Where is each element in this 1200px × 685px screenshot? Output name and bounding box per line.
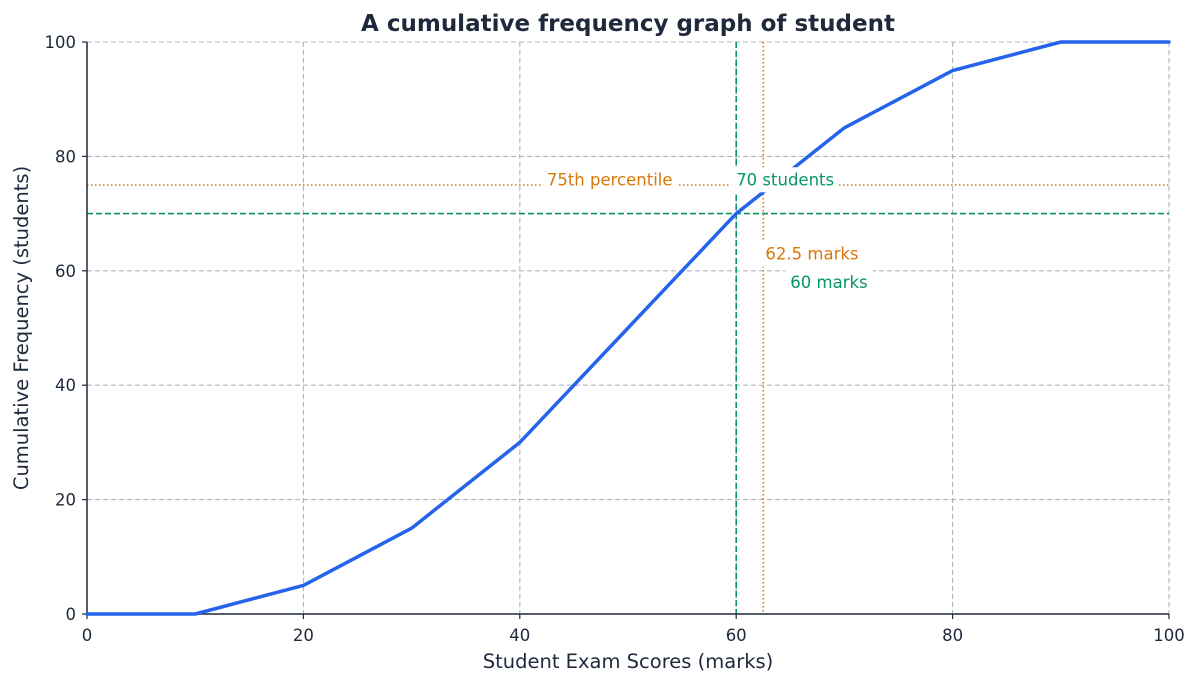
annotation-label: 70 students xyxy=(736,170,834,189)
x-tick-label: 0 xyxy=(82,626,93,645)
x-axis-label: Student Exam Scores (marks) xyxy=(483,650,774,673)
x-tick-label: 40 xyxy=(509,626,530,645)
grid-lines xyxy=(87,41,1170,614)
annotation-background xyxy=(541,167,678,193)
y-tick-label: 60 xyxy=(55,262,76,281)
x-tick-label: 100 xyxy=(1153,626,1185,645)
annotation-background xyxy=(760,241,864,267)
axes xyxy=(82,41,1170,619)
annotation-label: 60 marks xyxy=(790,273,867,292)
y-axis-label: Cumulative Frequency (students) xyxy=(10,166,33,490)
y-tick-label: 100 xyxy=(45,33,77,52)
x-tick-label: 20 xyxy=(293,626,314,645)
x-tick-label: 80 xyxy=(942,626,963,645)
chart-title: A cumulative frequency graph of student xyxy=(361,11,895,37)
annotation-label: 75th percentile xyxy=(547,170,673,189)
x-tick-label: 60 xyxy=(726,626,747,645)
annotation-background xyxy=(731,167,840,193)
data-series xyxy=(85,40,1171,616)
cumulative-frequency-line xyxy=(85,40,1171,616)
tick-labels: 0 20 40 60 80 100 0 20 40 60 80 100 xyxy=(45,33,1185,645)
annotations: 75th percentile 70 students 62.5 marks 60 m… xyxy=(541,167,873,296)
annotation-label: 62.5 marks xyxy=(765,245,858,264)
annotation-background xyxy=(785,270,873,296)
y-tick-label: 0 xyxy=(66,605,77,624)
y-tick-label: 80 xyxy=(55,147,76,166)
y-tick-label: 40 xyxy=(55,376,76,395)
y-tick-label: 20 xyxy=(55,491,76,510)
